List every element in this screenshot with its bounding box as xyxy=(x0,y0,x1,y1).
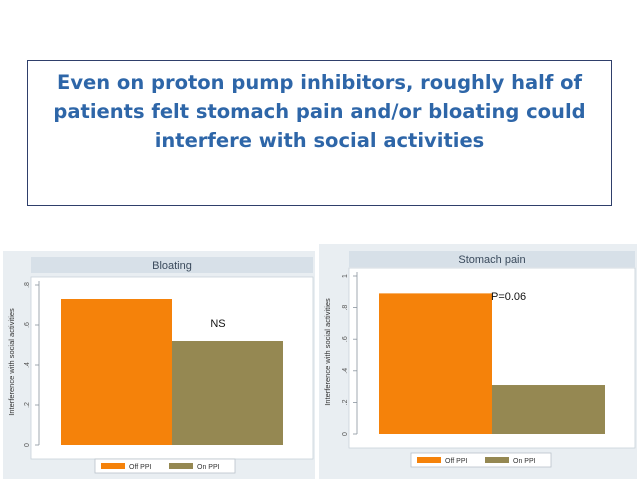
bloating-bar-off-ppi xyxy=(61,299,172,445)
bloating-y-tick-label: .2 xyxy=(24,402,31,408)
stomach-pain-y-axis-label: Interference with social activities xyxy=(323,298,332,406)
bloating-chart-panel: Bloating 0 .2 .4 .6 .8 Interference with socia… xyxy=(3,251,315,479)
stomach-pain-chart: Stomach pain 0 .2 .4 .6 .8 1 Interference with … xyxy=(319,244,637,479)
stomach-pain-legend-swatch xyxy=(417,457,441,463)
stomach-pain-bar-off-ppi xyxy=(379,293,492,434)
bloating-bar-on-ppi xyxy=(172,341,283,445)
bloating-legend-swatch xyxy=(101,463,125,469)
title-box: Even on proton pump inhibitors, roughly … xyxy=(27,60,612,206)
bloating-chart: Bloating 0 .2 .4 .6 .8 Interference with socia… xyxy=(3,251,315,479)
stomach-pain-legend-label: Off PPI xyxy=(445,458,467,465)
stomach-pain-legend xyxy=(410,452,552,468)
bloating-title-band xyxy=(31,257,313,273)
bloating-y-tick-label: .4 xyxy=(24,362,31,368)
stomach-pain-legend-swatch xyxy=(485,457,509,463)
stomach-pain-bar-on-ppi xyxy=(492,385,605,434)
bloating-annotation: NS xyxy=(210,318,225,330)
bloating-y-tick-label: 0 xyxy=(24,443,31,447)
stomach-pain-title-band xyxy=(349,251,635,267)
stomach-pain-y-tick-label: .6 xyxy=(342,336,349,342)
stomach-pain-chart-title: Stomach pain xyxy=(458,254,525,266)
stomach-pain-y-tick-label: 1 xyxy=(342,274,349,278)
stomach-pain-y-tick-label: .4 xyxy=(342,368,349,374)
stomach-pain-annotation: P=0.06 xyxy=(491,291,526,303)
bloating-y-tick-label: .6 xyxy=(24,322,31,328)
bloating-legend-swatch xyxy=(169,463,193,469)
stomach-pain-y-tick-label: .8 xyxy=(342,305,349,311)
stomach-pain-y-tick-label: .2 xyxy=(342,399,349,405)
stomach-pain-chart-panel: Stomach pain 0 .2 .4 .6 .8 1 Interference with … xyxy=(319,244,637,479)
stomach-pain-legend-label: On PPI xyxy=(513,458,536,465)
bloating-legend-label: Off PPI xyxy=(129,464,151,471)
slide-title: Even on proton pump inhibitors, roughly … xyxy=(53,71,586,152)
stomach-pain-y-tick-label: 0 xyxy=(342,432,349,436)
bloating-chart-title: Bloating xyxy=(152,260,192,272)
bloating-legend-label: On PPI xyxy=(197,464,220,471)
bloating-y-tick-label: .8 xyxy=(24,282,31,288)
bloating-y-axis-label: Interference with social activities xyxy=(7,308,16,416)
bloating-legend xyxy=(94,458,236,474)
